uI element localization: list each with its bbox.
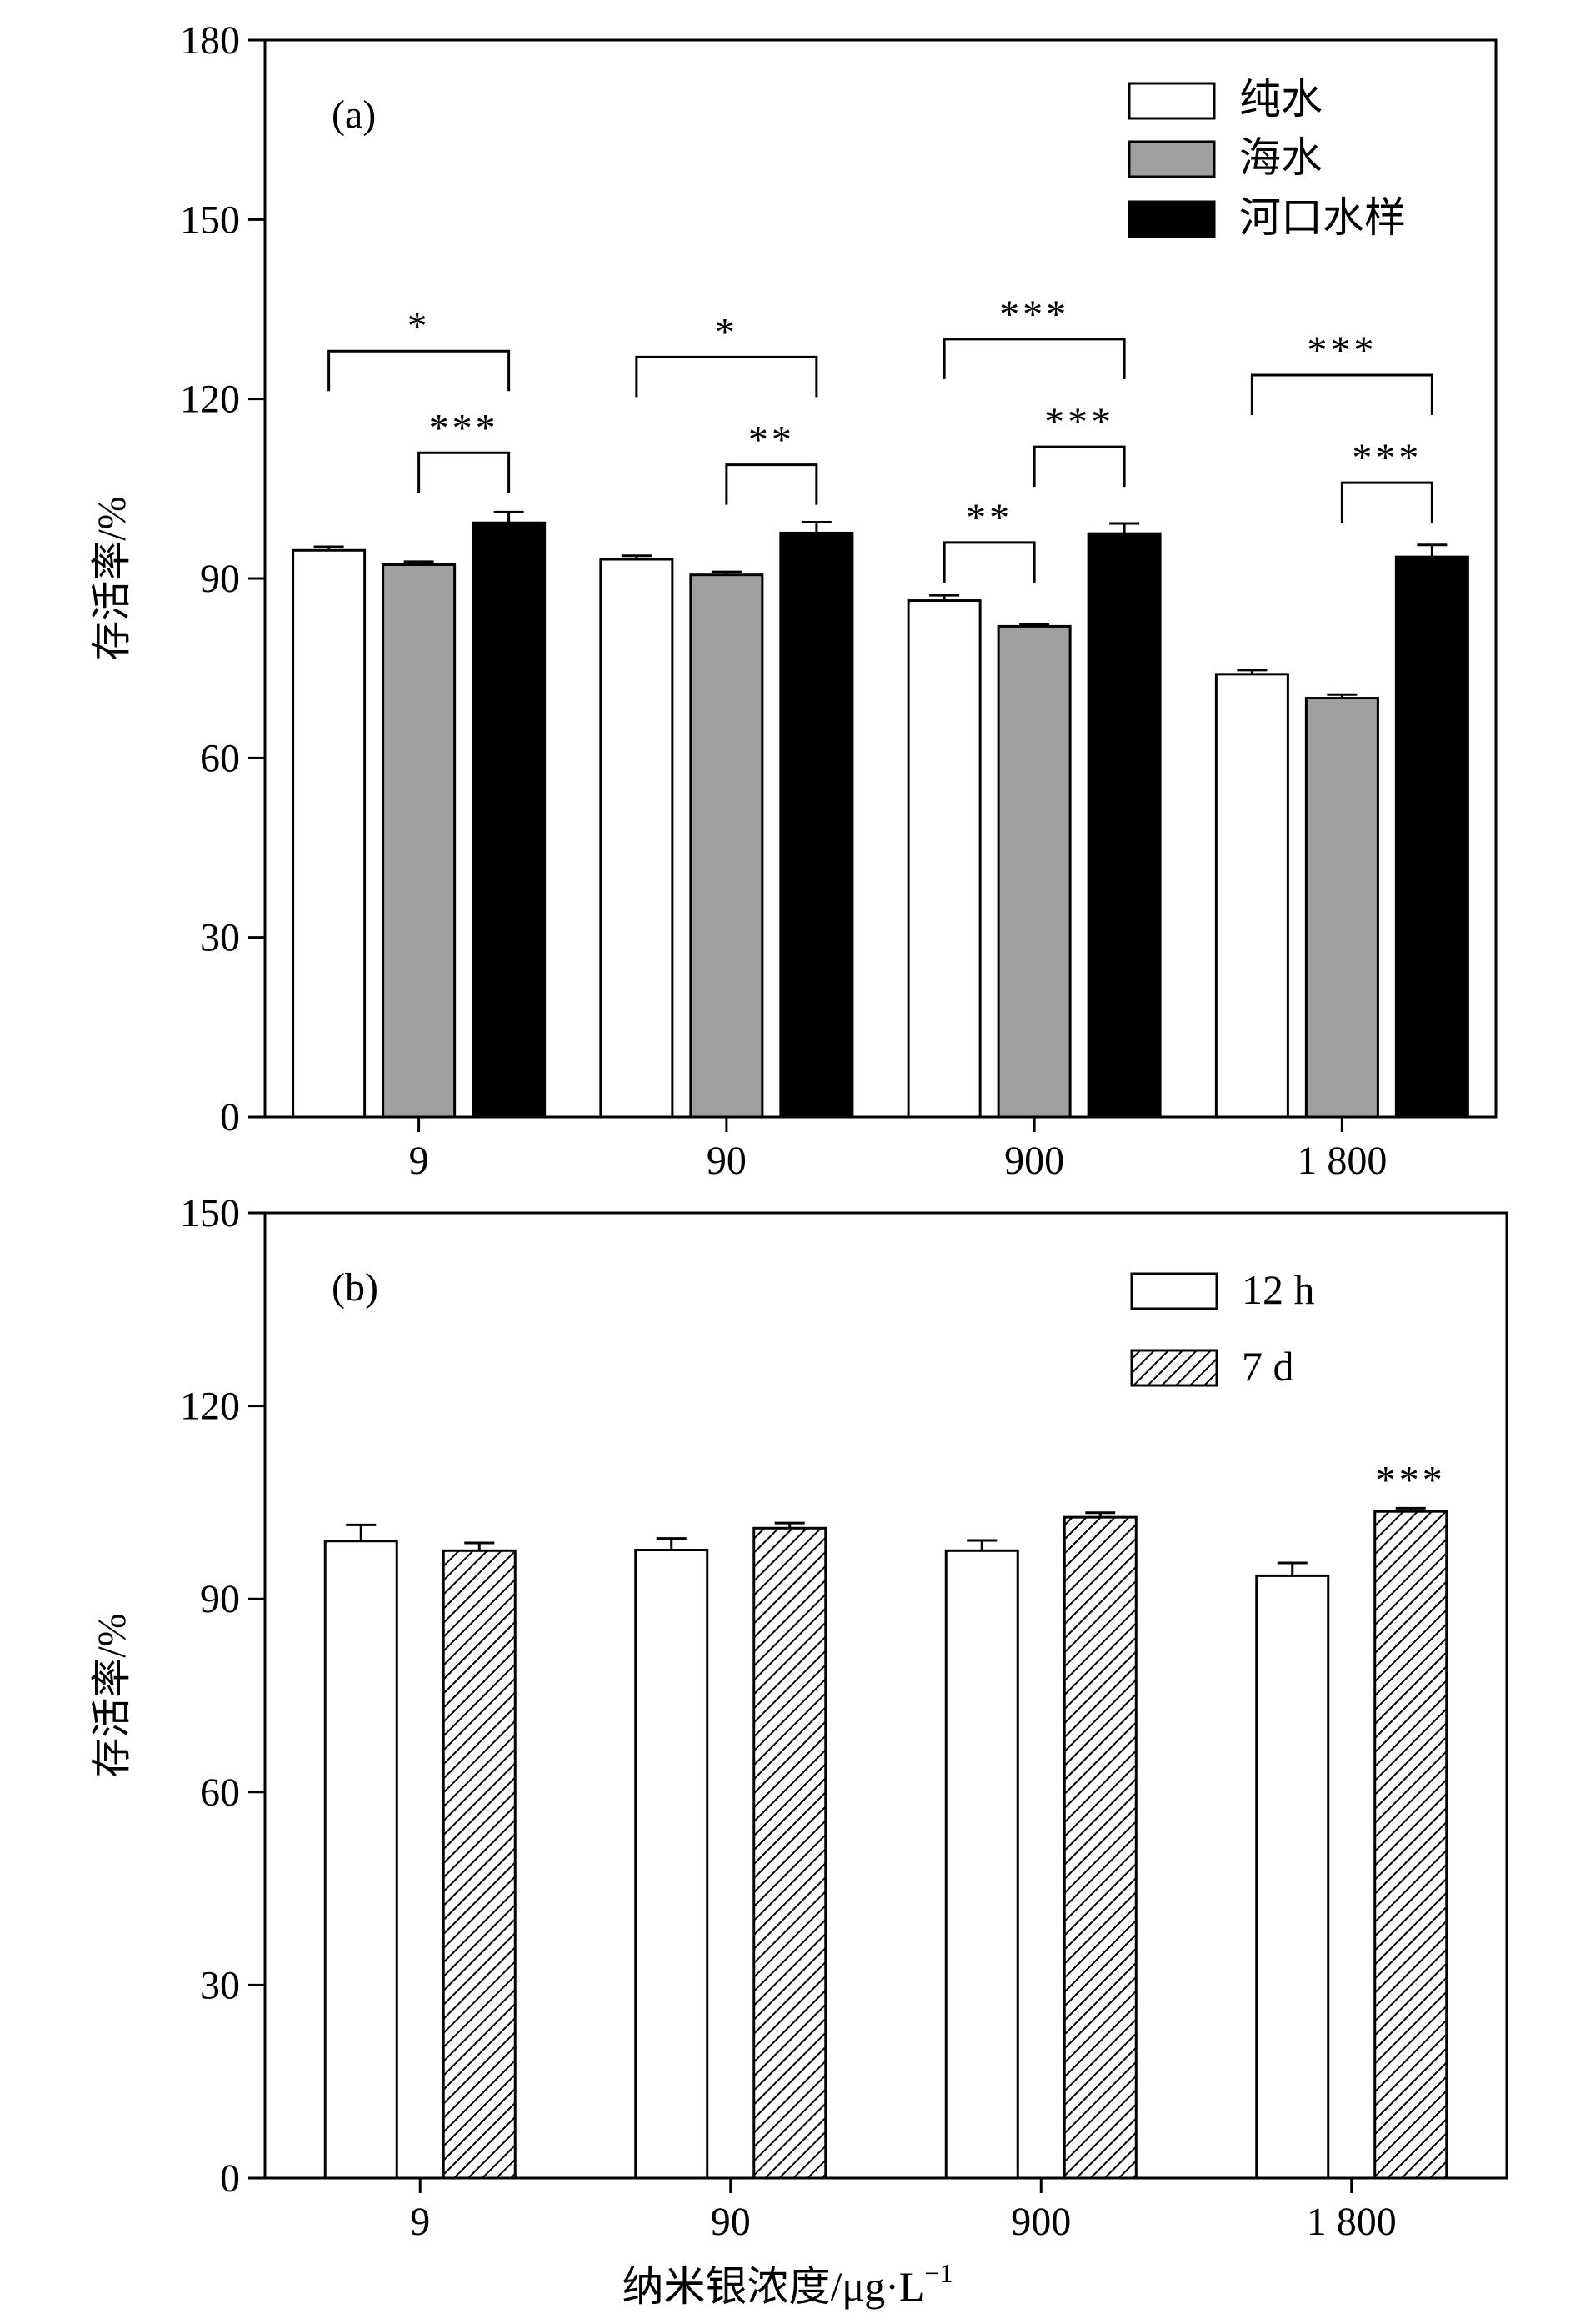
x-tick-label: 1 800 xyxy=(1307,2200,1397,2244)
y-tick-label: 60 xyxy=(200,1771,240,1815)
y-tick-label: 90 xyxy=(200,1577,240,1621)
plot-frame xyxy=(263,1211,1508,2180)
legend-label: 纯水 xyxy=(1239,76,1322,123)
bar xyxy=(779,531,854,1119)
significance-bracket xyxy=(418,451,511,493)
bar xyxy=(382,563,457,1119)
x-axis-title-superscript: −1 xyxy=(924,2258,952,2288)
bar xyxy=(1255,1574,1330,2180)
bar xyxy=(752,1526,828,2180)
significance-label: ** xyxy=(748,418,795,463)
bar xyxy=(944,1549,1019,2180)
legend-swatch xyxy=(1128,200,1216,238)
y-tick-label: 0 xyxy=(220,2156,240,2201)
significance-bracket xyxy=(942,338,1126,379)
significance-bracket xyxy=(328,349,511,392)
bar xyxy=(997,624,1072,1119)
panel-label: (b) xyxy=(332,1265,378,1310)
y-tick-label: 150 xyxy=(180,198,240,242)
significance-bracket xyxy=(1032,445,1126,488)
bar xyxy=(1087,532,1162,1119)
significance-bracket xyxy=(725,463,818,505)
x-tick-label: 9 xyxy=(409,1139,429,1183)
y-axis-title: 存活率/% xyxy=(90,1613,134,1777)
significance-label: *** xyxy=(1307,328,1377,373)
bar xyxy=(323,1540,398,2180)
x-tick-label: 900 xyxy=(1004,1139,1064,1183)
panel-label: (a) xyxy=(332,93,376,137)
legend-label: 海水 xyxy=(1239,134,1322,181)
significance-label: *** xyxy=(1044,400,1114,444)
significance-label: *** xyxy=(999,293,1069,337)
x-tick-label: 9 xyxy=(410,2200,430,2244)
svg-text:纳米银浓度/μg·L−1: 纳米银浓度/μg·L−1 xyxy=(622,2258,953,2310)
legend-label: 河口水样 xyxy=(1239,194,1406,241)
bar xyxy=(1062,1515,1138,2180)
bar xyxy=(599,558,674,1119)
bar xyxy=(1394,555,1469,1119)
legend-swatch xyxy=(1128,140,1216,178)
bar xyxy=(689,573,764,1119)
bar xyxy=(634,1549,709,2180)
significance-label: *** xyxy=(429,406,499,450)
y-tick-label: 150 xyxy=(180,1191,240,1235)
x-tick-label: 90 xyxy=(707,1139,747,1183)
significance-label: * xyxy=(715,310,738,354)
x-axis-title-text: 纳米银浓度/μg·L xyxy=(622,2263,925,2310)
y-axis-title: 存活率/% xyxy=(90,496,134,660)
y-tick-label: 30 xyxy=(200,916,240,960)
x-tick-label: 1 800 xyxy=(1297,1139,1387,1183)
significance-bracket xyxy=(1250,373,1433,415)
x-tick-label: 90 xyxy=(711,2200,751,2244)
bar xyxy=(1304,697,1379,1119)
bar xyxy=(1214,673,1289,1119)
significance-bracket xyxy=(635,355,818,398)
significance-label: *** xyxy=(1352,436,1422,480)
y-tick-label: 120 xyxy=(180,378,240,422)
legend-label: 7 d xyxy=(1242,1343,1294,1390)
significance-label: ** xyxy=(966,496,1012,540)
y-tick-label: 0 xyxy=(220,1095,240,1139)
legend-swatch xyxy=(1128,82,1216,120)
y-tick-label: 180 xyxy=(180,18,240,63)
y-tick-label: 90 xyxy=(200,557,240,601)
legend-swatch xyxy=(1130,1349,1218,1387)
bar xyxy=(442,1549,517,2180)
x-tick-label: 900 xyxy=(1011,2200,1071,2244)
significance-label: *** xyxy=(1376,1458,1446,1502)
y-tick-label: 60 xyxy=(200,736,240,780)
y-tick-label: 30 xyxy=(200,1963,240,2007)
significance-bracket xyxy=(942,541,1036,583)
legend-label: 12 h xyxy=(1242,1266,1315,1313)
panel-b-chart: 0 30 60 90 120 150 存活率/% (b) 9 90 900 1 800 *** 12 h 7… xyxy=(90,1191,1508,2244)
y-tick-label: 120 xyxy=(180,1385,240,1429)
bar xyxy=(1373,1510,1448,2180)
significance-bracket xyxy=(1340,481,1433,523)
significance-label: * xyxy=(408,304,431,348)
bar xyxy=(292,548,367,1119)
legend-swatch xyxy=(1130,1272,1218,1310)
bar xyxy=(472,521,547,1119)
bar xyxy=(907,599,982,1119)
x-axis-title: 纳米银浓度/μg·L−1 xyxy=(622,2258,953,2310)
